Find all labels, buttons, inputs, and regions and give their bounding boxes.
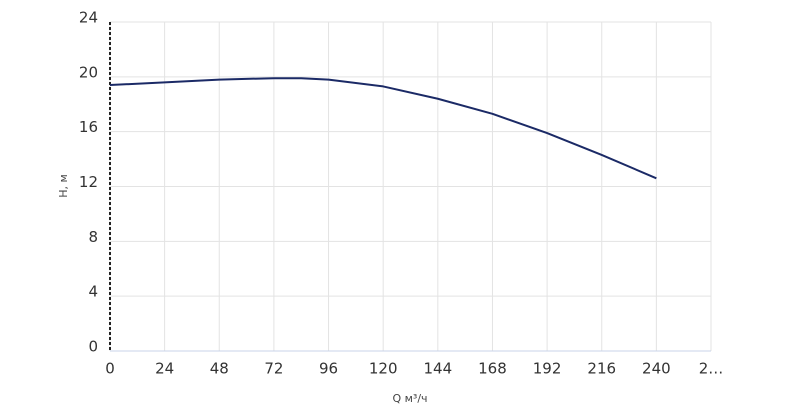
x-tick-label: 120 [369,360,398,378]
x-tick-label: 48 [210,360,229,378]
x-tick-label: 144 [423,360,452,378]
x-tick-label: 24 [155,360,174,378]
x-tick-label: 72 [264,360,283,378]
y-tick-label: 0 [88,338,98,356]
line-series [109,77,657,180]
x-tick-label: 168 [478,360,507,378]
x-tick-label: 216 [587,360,616,378]
y-tick-label: 20 [79,63,98,81]
y-tick-label: 16 [79,118,98,136]
x-tick-label: 2… [699,360,724,378]
y-tick-label: 12 [79,173,98,191]
x-tick-label: 240 [642,360,671,378]
y-tick-label: 8 [88,228,98,246]
x-tick-label: 0 [105,360,115,378]
x-tick-label: 96 [319,360,338,378]
y-tick-label: 4 [88,283,98,301]
x-tick-label: 192 [533,360,562,378]
y-tick-label: 24 [79,9,98,27]
y-axis-title: H, м [57,174,70,198]
x-axis-title: Q м³/ч [392,392,427,405]
